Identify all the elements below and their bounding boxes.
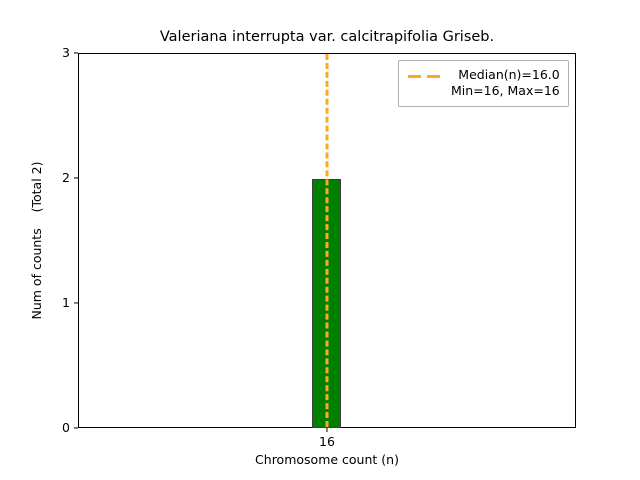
y-tick-label-2: 2 — [62, 169, 70, 185]
y-tick-mark-2 — [74, 177, 78, 179]
legend-entry-minmax: Min=16, Max=16 — [451, 83, 560, 98]
legend-median-line-icon — [407, 69, 443, 84]
y-tick-label-1: 1 — [62, 294, 70, 310]
x-axis-label: Chromosome count (n) — [255, 452, 399, 467]
x-tick-mark-0 — [326, 428, 328, 432]
y-tick-mark-0 — [74, 427, 78, 429]
y-axis-label: Num of counts (Total 2) — [28, 161, 44, 320]
x-tick-label-0: 16 — [319, 434, 335, 449]
y-tick-mark-3 — [74, 52, 78, 54]
legend-entry-median: Median(n)=16.0 — [458, 67, 560, 82]
median-line — [325, 54, 328, 427]
y-tick-label-3: 3 — [62, 44, 70, 60]
legend-text: Median(n)=16.0 Min=16, Max=16 — [451, 67, 560, 99]
y-tick-label-0: 0 — [62, 419, 70, 435]
x-axis-ticks: 16 — [78, 428, 576, 452]
y-tick-mark-1 — [74, 302, 78, 304]
plot-area — [78, 53, 576, 428]
legend: Median(n)=16.0 Min=16, Max=16 — [398, 60, 569, 107]
page-title: Valeriana interrupta var. calcitrapifoli… — [159, 29, 495, 45]
y-axis-ticks: 0 1 2 3 — [0, 46, 78, 433]
